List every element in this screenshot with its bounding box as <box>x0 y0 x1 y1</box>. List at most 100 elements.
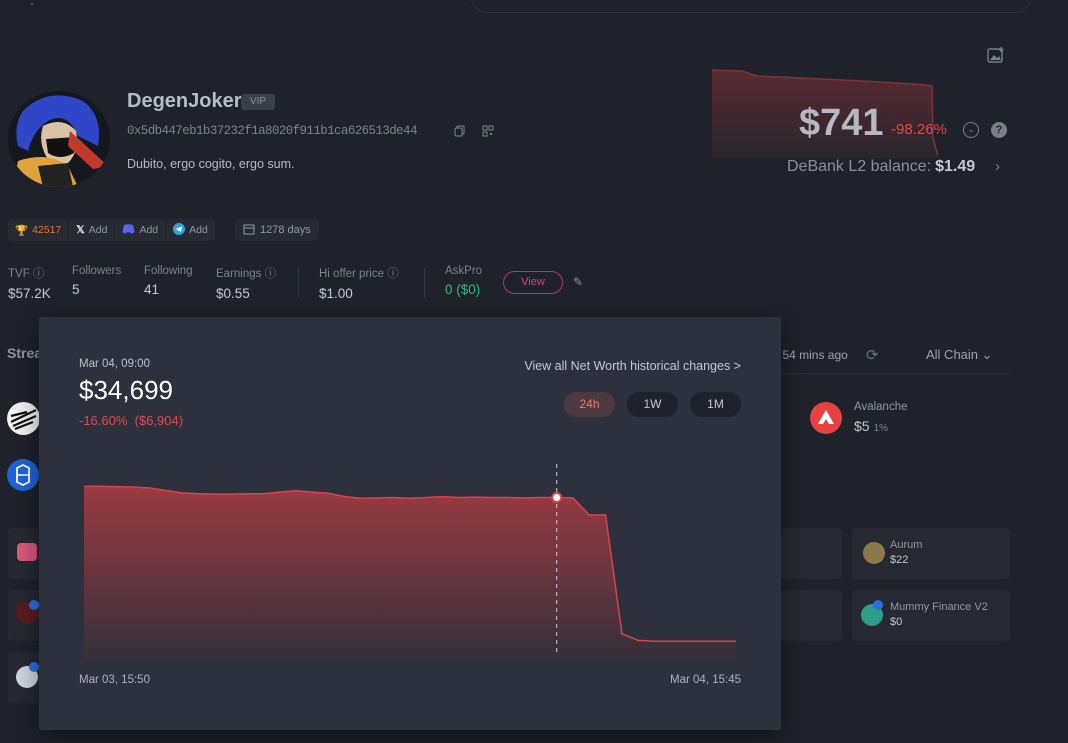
copy-icon[interactable] <box>454 125 466 137</box>
discord-icon <box>122 223 135 237</box>
hover-time: Mar 04, 09:00 <box>79 358 150 370</box>
chain-badge-icon <box>29 600 39 610</box>
chain-badge-icon <box>29 662 39 672</box>
image-share-icon[interactable] <box>987 46 1005 64</box>
hover-value: $34,699 <box>79 375 173 405</box>
hi-offer-value: $1.00 <box>319 286 353 301</box>
x-axis-start: Mar 03, 15:50 <box>79 674 150 686</box>
discord-add-button[interactable]: Add <box>115 219 167 241</box>
info-icon[interactable]: ⓘ <box>32 268 45 280</box>
telegram-add-button[interactable]: Add <box>166 219 216 241</box>
followers-label: Followers <box>72 265 122 277</box>
stat-askpro: AskPro 0 ($0) <box>445 265 482 297</box>
protocol-card[interactable] <box>780 528 842 579</box>
info-icon[interactable]: ⓘ <box>387 268 399 280</box>
net-worth-chart[interactable] <box>84 464 736 660</box>
aurum-icon <box>863 542 885 564</box>
tab-1m[interactable]: 1M <box>690 392 741 417</box>
refresh-icon[interactable]: ⟳ <box>866 347 879 364</box>
chain-badge-icon <box>873 600 883 610</box>
hover-change: -16.60% ($6,904) <box>79 413 183 428</box>
protocol-card[interactable] <box>780 590 842 641</box>
stat-followers[interactable]: Followers 5 <box>72 265 121 297</box>
edit-pencil-icon[interactable]: ✎ <box>573 275 584 289</box>
divider <box>780 373 1010 374</box>
askpro-value: 0 ($0) <box>445 282 481 297</box>
stat-following[interactable]: Following 41 <box>144 265 193 297</box>
following-value: 41 <box>144 282 160 297</box>
stream-tab[interactable]: Strea <box>7 345 43 361</box>
updated-value: 54 mins ago <box>782 348 848 362</box>
help-icon[interactable]: ? <box>991 122 1007 138</box>
menu-dot: · <box>30 0 34 10</box>
stat-tvf: TVF ⓘ $57.2K <box>8 265 51 301</box>
rank-badge[interactable]: 🏆 42517 <box>8 219 70 241</box>
profile-name: DegenJoker <box>127 90 242 112</box>
chain-icon[interactable] <box>7 402 40 435</box>
social-badges: 🏆 42517 𝕏 Add Add Add <box>8 219 216 241</box>
chain-icon[interactable] <box>7 459 39 491</box>
askpro-label: AskPro <box>445 265 483 277</box>
wallet-address: 0x5db447eb1b37232f1a8020f911b1ca626513de… <box>127 124 417 138</box>
chevron-down-icon[interactable]: ⌄ <box>963 122 979 138</box>
avalanche-icon[interactable] <box>810 402 842 434</box>
telegram-icon <box>173 222 186 238</box>
rank-value: 42517 <box>32 224 62 236</box>
net-worth-change: -98.26% <box>891 121 947 138</box>
hover-point <box>551 491 563 503</box>
tvf-value: $57.2K <box>8 286 51 301</box>
l2-balance[interactable]: DeBank L2 balance: $1.49 <box>787 158 975 176</box>
protocol-value: $22 <box>890 554 909 566</box>
protocol-name: Aurum <box>890 539 923 551</box>
all-chain-label: All Chain <box>926 347 979 362</box>
wallet-icon <box>17 543 37 561</box>
protocol-name: Mummy Finance V2 <box>890 601 988 613</box>
hi-offer-label: Hi offer price <box>319 268 384 280</box>
chart-area <box>84 486 736 660</box>
tvf-label: TVF <box>8 268 30 280</box>
chain-amount: $5 <box>854 418 870 434</box>
view-button[interactable]: View <box>503 271 563 294</box>
protocol-value: $0 <box>890 616 903 628</box>
profile-bio: Dubito, ergo cogito, ergo sum. <box>127 157 295 171</box>
x-logo-icon: 𝕏 <box>76 224 85 236</box>
protocol-card-aurum[interactable]: Aurum $22 <box>852 528 1010 579</box>
chart-line <box>84 485 736 642</box>
net-worth-history-popup: Mar 04, 09:00 $34,699 -16.60% ($6,904) V… <box>39 317 781 730</box>
view-history-link[interactable]: View all Net Worth historical changes > <box>524 359 741 373</box>
x-add-button[interactable]: 𝕏 Add <box>69 219 116 241</box>
net-worth-value: $741 <box>799 102 884 144</box>
net-worth-sparkline <box>712 69 938 158</box>
discord-add-label: Add <box>139 224 159 236</box>
updated-time: | 54 mins ago <box>776 348 848 362</box>
calendar-icon <box>243 223 255 238</box>
following-label: Following <box>144 265 193 277</box>
chain-name: Avalanche <box>854 401 908 413</box>
telegram-add-label: Add <box>189 224 208 236</box>
l2-value: $1.49 <box>935 158 976 175</box>
earnings-value: $0.55 <box>216 286 250 301</box>
range-tabs: 24h 1W 1M <box>564 392 741 417</box>
protocol-card-mummy[interactable]: Mummy Finance V2 $0 <box>852 590 1010 641</box>
x-add-label: Add <box>88 224 108 236</box>
change-abs: ($6,904) <box>134 413 184 428</box>
tab-1w[interactable]: 1W <box>627 392 678 417</box>
days-badge: 1278 days <box>235 219 319 241</box>
qr-code-icon[interactable] <box>482 125 494 137</box>
days-value: 1278 days <box>260 224 311 236</box>
avatar <box>8 91 110 187</box>
chain-pct: 1% <box>873 423 889 434</box>
all-chain-dropdown[interactable]: All Chain ⌄ <box>926 347 993 362</box>
followers-value: 5 <box>72 282 80 297</box>
info-icon[interactable]: ⓘ <box>264 268 277 280</box>
chevron-right-icon[interactable]: › <box>995 158 1000 175</box>
tab-24h[interactable]: 24h <box>564 392 615 417</box>
chain-value: $5 1% <box>854 418 888 434</box>
search-bar[interactable] <box>470 0 1032 13</box>
x-axis-end: Mar 04, 15:45 <box>670 674 741 686</box>
stat-hi-offer: Hi offer price ⓘ $1.00 <box>319 265 399 301</box>
divider <box>298 268 299 298</box>
divider <box>424 268 425 298</box>
earnings-label: Earnings <box>216 268 262 280</box>
change-pct: -16.60% <box>79 413 128 428</box>
